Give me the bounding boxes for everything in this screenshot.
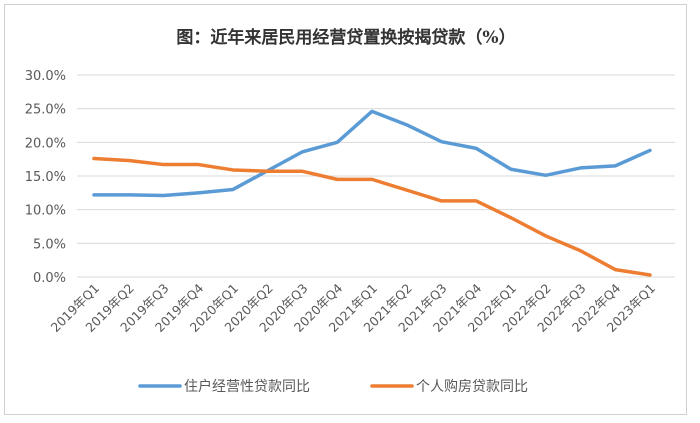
y-tick-label: 0.0% — [33, 271, 66, 286]
y-tick-label: 5.0% — [33, 237, 66, 252]
chart-title: 图：近年来居民用经营贷置换按揭贷款（%） — [176, 27, 515, 48]
y-tick-label: 25.0% — [25, 103, 66, 118]
y-tick-label: 20.0% — [25, 136, 66, 151]
legend-label: 住户经营性贷款同比 — [184, 378, 310, 395]
legend-label: 个人购房贷款同比 — [416, 379, 528, 395]
y-tick-label: 10.0% — [25, 204, 66, 219]
y-tick-label: 15.0% — [25, 170, 66, 185]
series-line-1 — [92, 109, 652, 198]
y-tick-label: 30.0% — [25, 69, 66, 84]
